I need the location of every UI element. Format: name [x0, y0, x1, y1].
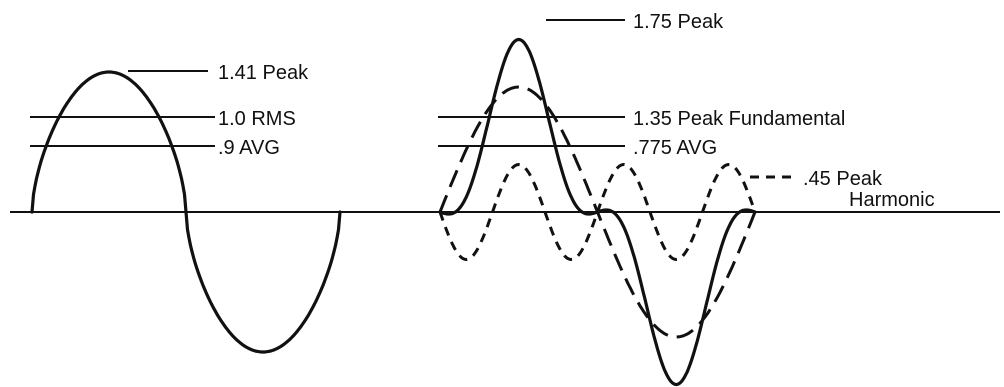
complex-peak-label: 1.75 Peak	[633, 11, 724, 33]
sine-avg-label: .9 AVG	[218, 137, 280, 159]
sine-waveform	[30, 70, 342, 354]
fundamental-peak-label: 1.35 Peak Fundamental	[633, 108, 845, 130]
complex-avg-label: .775 AVG	[633, 137, 717, 159]
complex-waveform	[438, 37, 757, 387]
harmonic-peak-label-line2: Harmonic	[849, 189, 935, 211]
harmonic-peak-label-line1: .45 Peak	[803, 168, 883, 190]
sine-peak-label: 1.41 Peak	[218, 62, 309, 84]
sine-rms-label: 1.0 RMS	[218, 108, 296, 130]
